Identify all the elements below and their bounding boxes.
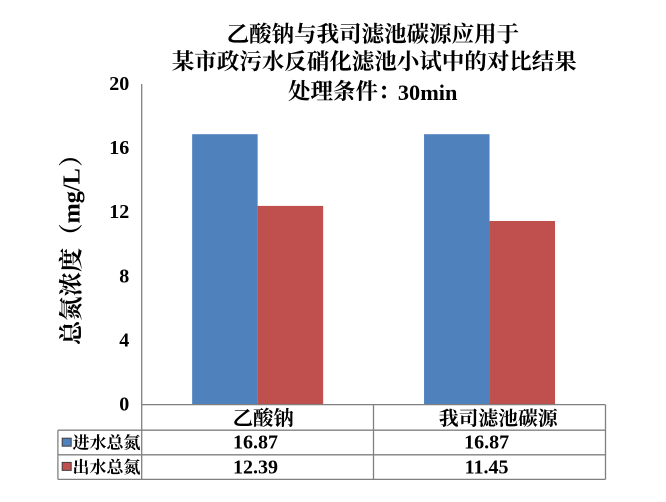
svg-text:12: 12 [109, 201, 129, 223]
svg-text:12.39: 12.39 [233, 456, 278, 478]
svg-text:11.45: 11.45 [465, 456, 509, 478]
svg-text:20: 20 [109, 73, 129, 95]
svg-text:mg/L: mg/L [59, 168, 86, 223]
svg-text:16.87: 16.87 [464, 431, 509, 453]
svg-text:4: 4 [119, 329, 129, 351]
svg-text:16: 16 [109, 137, 129, 159]
svg-text:8: 8 [119, 265, 129, 287]
svg-text:30min: 30min [398, 80, 458, 105]
svg-text:0: 0 [119, 394, 129, 416]
svg-text:16.87: 16.87 [233, 431, 278, 453]
